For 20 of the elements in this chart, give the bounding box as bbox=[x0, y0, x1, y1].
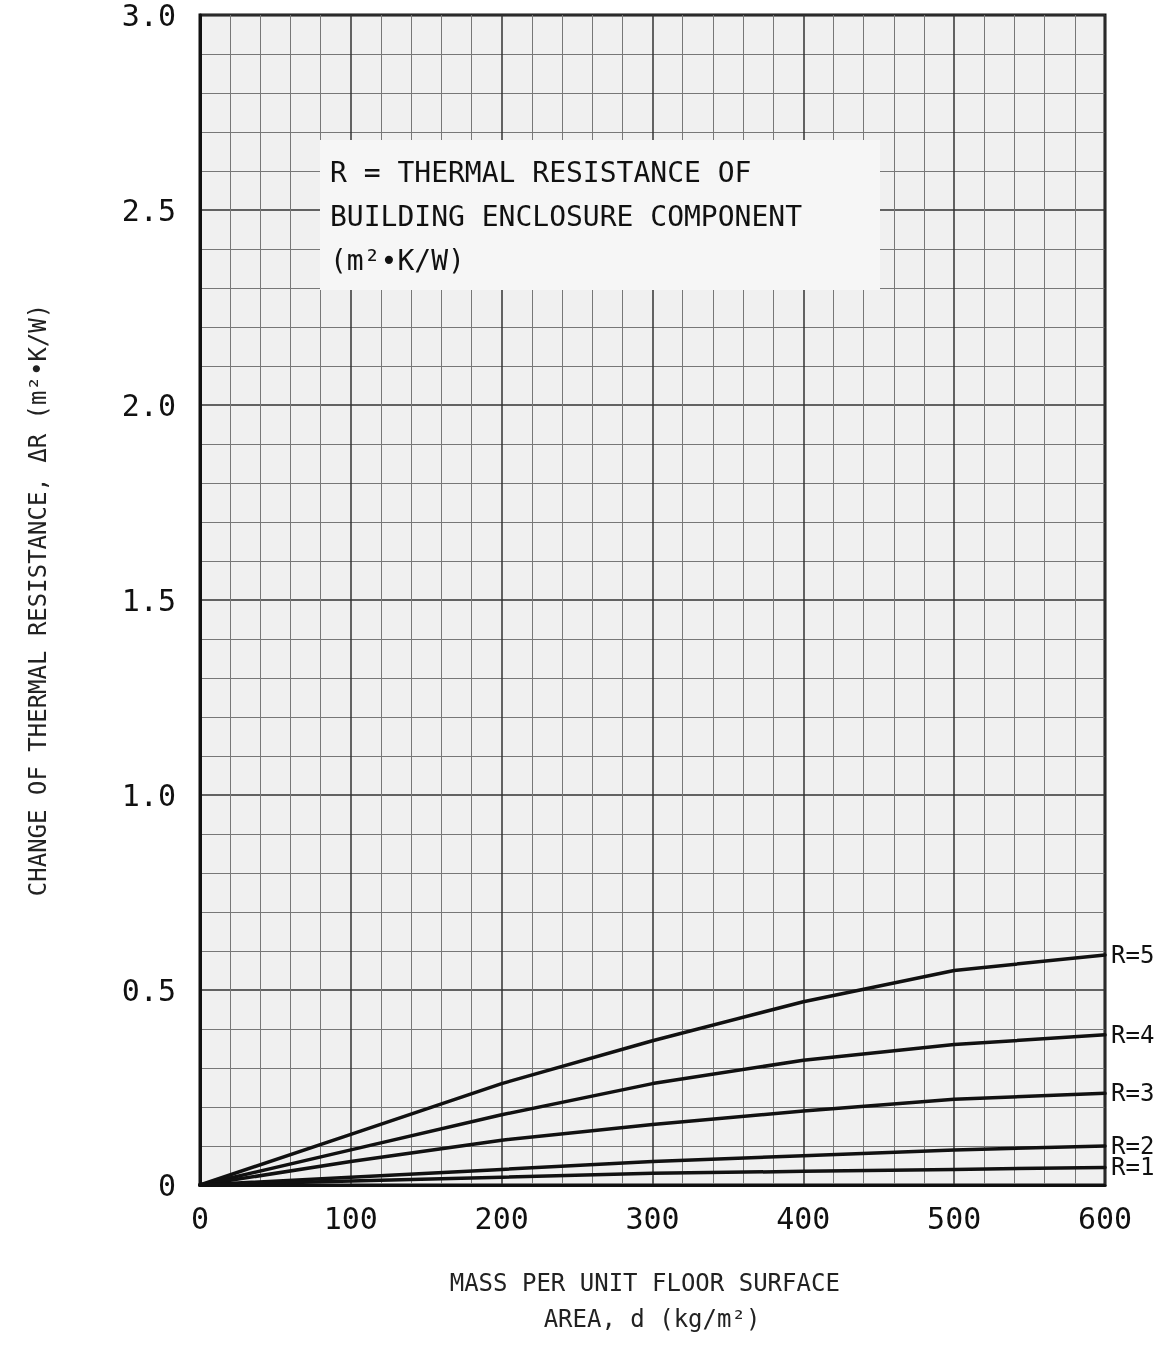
x-tick-label: 500 bbox=[927, 1200, 982, 1236]
x-tick-label: 200 bbox=[474, 1200, 529, 1236]
x-tick-label: 600 bbox=[1077, 1200, 1133, 1236]
y-tick-label: 1.0 bbox=[121, 777, 176, 813]
x-axis-title: MASS PER UNIT FLOOR SURFACE AREA, d (kg/m²) bbox=[449, 1269, 855, 1333]
y-tick-label: 0.5 bbox=[121, 972, 176, 1008]
series-label: R=3 bbox=[1111, 1079, 1155, 1108]
y-tick-label: 2.0 bbox=[121, 387, 176, 423]
x-tick-label: 100 bbox=[323, 1200, 378, 1236]
annotation: R = THERMAL RESISTANCE OF BUILDING ENCLOSURE COMPONENT (m²•K/W) bbox=[330, 155, 819, 277]
x-tick-label: 0 bbox=[190, 1200, 210, 1236]
y-tick-label: 3.0 bbox=[121, 0, 176, 33]
y-tick-label: 2.5 bbox=[121, 192, 176, 228]
y-tick-label: 1.5 bbox=[121, 582, 176, 618]
y-axis-title: CHANGE OF THERMAL RESISTANCE, ΔR (m²•K/W) bbox=[24, 303, 52, 897]
series-label: R=5 bbox=[1111, 940, 1155, 969]
y-tick-label: 0 bbox=[157, 1167, 176, 1203]
x-tick-label: 400 bbox=[776, 1200, 831, 1236]
x-tick-label: 300 bbox=[625, 1200, 680, 1236]
series-label: R=4 bbox=[1111, 1020, 1155, 1049]
